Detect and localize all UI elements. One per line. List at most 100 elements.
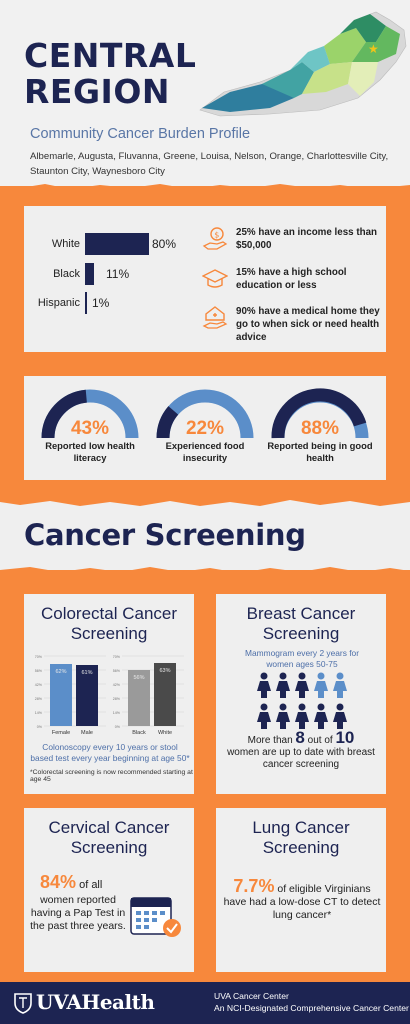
y-tick-label: 42%	[113, 683, 121, 687]
bar-value-label: 61%	[81, 670, 92, 676]
cervical-text1: of all	[76, 879, 103, 891]
race-value-black: 11%	[106, 267, 130, 281]
y-tick-label: 14%	[35, 711, 43, 715]
lung-card	[216, 808, 386, 972]
race-label-white: White	[51, 238, 80, 250]
torn-edge-middle	[0, 494, 410, 506]
woman-icon	[314, 703, 328, 729]
bar-male	[76, 665, 98, 726]
gauge-value-literacy: 43%	[70, 418, 110, 439]
stat-income: 25% have an income less than $50,000	[236, 227, 378, 251]
race-bar-hispanic	[85, 292, 87, 314]
woman-icon	[257, 672, 271, 698]
screening-heading: Cancer Screening	[24, 518, 306, 552]
woman-icon	[333, 672, 347, 698]
colorectal-note: *Colorectal screening is now recommended…	[30, 769, 193, 783]
breast-stat-mid: out of	[304, 735, 336, 746]
gauge-value-food: 22%	[185, 418, 225, 439]
woman-icon	[257, 703, 271, 729]
breast-stat-prefix: More than	[247, 735, 296, 746]
cervical-card	[24, 808, 194, 972]
breast-stat: More than 8 out of 10 women are up to dat…	[222, 729, 380, 771]
gauge-value-health: 88%	[300, 418, 340, 439]
uva-shield-icon	[14, 993, 32, 1014]
medical-home-icon	[202, 306, 228, 329]
category-label: Female	[52, 730, 70, 736]
gauge-caption-health: Reported being in good health	[267, 440, 373, 463]
bar-white	[154, 663, 176, 726]
cervical-text2: women reported having a Pap Test in the …	[30, 894, 126, 932]
y-tick-label: 28%	[113, 697, 121, 701]
y-tick-label: 42%	[35, 683, 43, 687]
gauge-caption-literacy: Reported low health literacy	[45, 440, 135, 463]
demographics-panel	[24, 206, 386, 352]
bar-female	[50, 664, 72, 726]
gauge-caption-food: Experienced food insecurity	[165, 440, 245, 463]
page-title: CENTRAL REGION	[24, 38, 224, 110]
woman-icon	[314, 672, 328, 698]
money-hand-icon: $	[202, 227, 228, 250]
footer-text: UVA Cancer Center An NCI-Designated Comp…	[214, 990, 409, 1014]
cervical-title: Cervical Cancer Screening	[48, 818, 170, 857]
bar-black	[128, 670, 150, 726]
race-bar-white	[85, 233, 149, 255]
woman-icon	[276, 703, 290, 729]
y-tick-label: 0%	[37, 725, 43, 729]
category-label: White	[158, 730, 172, 736]
subtitle: Community Cancer Burden Profile	[30, 126, 251, 142]
race-bar-black	[85, 263, 94, 285]
graduation-cap-icon	[202, 269, 228, 288]
county-list: Albemarle, Augusta, Fluvanna, Greene, Lo…	[30, 151, 389, 177]
lung-text: of eligible Virginians have had a low-do…	[223, 883, 381, 921]
y-tick-label: 14%	[113, 711, 121, 715]
colorectal-caption: Colonoscopy every 10 years or stool base…	[30, 742, 190, 763]
category-label: Male	[81, 730, 93, 736]
cervical-value: 84%	[40, 872, 77, 892]
virginia-map: ★	[199, 11, 407, 117]
woman-icon	[295, 703, 309, 729]
race-label-hispanic: Hispanic	[37, 297, 80, 309]
footer	[0, 982, 410, 1024]
footer-line-2: An NCI-Designated Comprehensive Cancer C…	[214, 1003, 409, 1013]
lung-title: Lung Cancer Screening	[252, 818, 350, 857]
breast-people-grid	[256, 672, 352, 732]
stat-education: 15% have a high school education or less	[236, 267, 347, 291]
breast-title: Breast Cancer Screening	[246, 604, 356, 643]
breast-stat-suffix: women are up to date with breast cancer …	[227, 747, 375, 770]
bar-value-label: 62%	[55, 669, 66, 675]
calendar-check-icon	[130, 897, 181, 937]
y-tick-label: 28%	[35, 697, 43, 701]
stat-medical-home: 90% have a medical home they go to when …	[236, 306, 380, 343]
bar-value-label: 56%	[133, 675, 144, 681]
woman-icon	[295, 672, 309, 698]
woman-icon	[276, 672, 290, 698]
breast-stat-den: 10	[335, 728, 355, 747]
breast-stat-num: 8	[295, 728, 305, 747]
y-tick-label: 70%	[113, 655, 121, 659]
y-tick-label: 0%	[115, 725, 121, 729]
colorectal-title: Colorectal Cancer Screening	[40, 604, 178, 643]
breast-caption: Mammogram every 2 years for women ages 5…	[244, 648, 360, 669]
footer-logo[interactable]: UVAHealth	[36, 990, 155, 1014]
footer-line-1: UVA Cancer Center	[214, 991, 289, 1001]
title-line-1: CENTRAL	[24, 36, 197, 75]
race-label-black: Black	[53, 268, 80, 280]
gauge-health-literacy	[41, 389, 139, 439]
race-value-hispanic: 1%	[92, 296, 110, 310]
woman-icon	[333, 703, 347, 729]
gauge-good-health	[271, 388, 369, 439]
svg-text:★: ★	[368, 42, 379, 56]
category-label: Black	[132, 730, 146, 736]
bar-value-label: 63%	[159, 668, 170, 674]
race-value-white: 80%	[152, 237, 177, 251]
title-line-2: REGION	[24, 72, 170, 111]
cervical-stat-line1: 84% of all	[40, 872, 102, 893]
lung-value: 7.7%	[233, 876, 275, 896]
lung-stat: 7.7% of eligible Virginians have had a l…	[222, 877, 382, 922]
screening-title-band	[0, 500, 410, 576]
torn-edge-lower	[0, 567, 410, 578]
torn-edge-top	[0, 184, 410, 196]
svg-text:$: $	[214, 231, 219, 240]
colorectal-chart: 70% 56% 42% 28% 14% 0% 62% Female 61% Male 70% 56% 4…	[35, 655, 184, 736]
y-tick-label: 70%	[35, 655, 43, 659]
